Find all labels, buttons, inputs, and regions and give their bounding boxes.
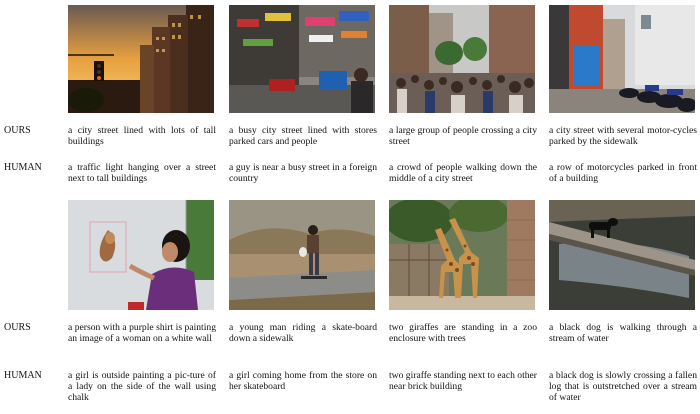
image-giraffes [389, 200, 535, 310]
row2-human-caption-1: a girl is outside painting a pic-ture of… [68, 370, 216, 403]
row2-human-caption-2: a girl coming home from the store on her… [229, 370, 377, 392]
image-woman-painting [68, 200, 214, 310]
image-city-sunset [68, 5, 214, 113]
row1-human-label: HUMAN [4, 162, 42, 173]
row2-ours-caption-3: two giraffes are standing in a zoo enclo… [389, 322, 537, 344]
image-dog-on-log [549, 200, 695, 310]
image-motorcycles [549, 5, 695, 113]
row2-ours-caption-2: a young man riding a skate-board down a … [229, 322, 377, 344]
row1-ours-caption-2: a busy city street lined with stores par… [229, 125, 377, 147]
row2-human-caption-3: two giraffe standing next to each other … [389, 370, 537, 392]
row1-ours-caption-3: a large group of people crossing a city … [389, 125, 537, 147]
image-busy-street [229, 5, 375, 113]
row1-ours-caption-4: a city street with several motor-cycles … [549, 125, 697, 147]
image-crowd [389, 5, 535, 113]
row1-human-caption-1: a traffic light hanging over a street ne… [68, 162, 216, 184]
row1-human-caption-4: a row of motorcycles parked in front of … [549, 162, 697, 184]
row1-ours-caption-1: a city street lined with lots of tall bu… [68, 125, 216, 147]
image-skateboarder [229, 200, 375, 310]
row2-ours-caption-4: a black dog is walking through a stream … [549, 322, 697, 344]
row1-ours-label: OURS [4, 125, 31, 136]
row2-ours-label: OURS [4, 322, 31, 333]
row2-human-label: HUMAN [4, 370, 42, 381]
row1-human-caption-3: a crowd of people walking down the middl… [389, 162, 537, 184]
row2-ours-caption-1: a person with a purple shirt is painting… [68, 322, 216, 344]
row2-human-caption-4: a black dog is slowly crossing a fallen … [549, 370, 697, 403]
row1-human-caption-2: a guy is near a busy street in a foreign… [229, 162, 377, 184]
